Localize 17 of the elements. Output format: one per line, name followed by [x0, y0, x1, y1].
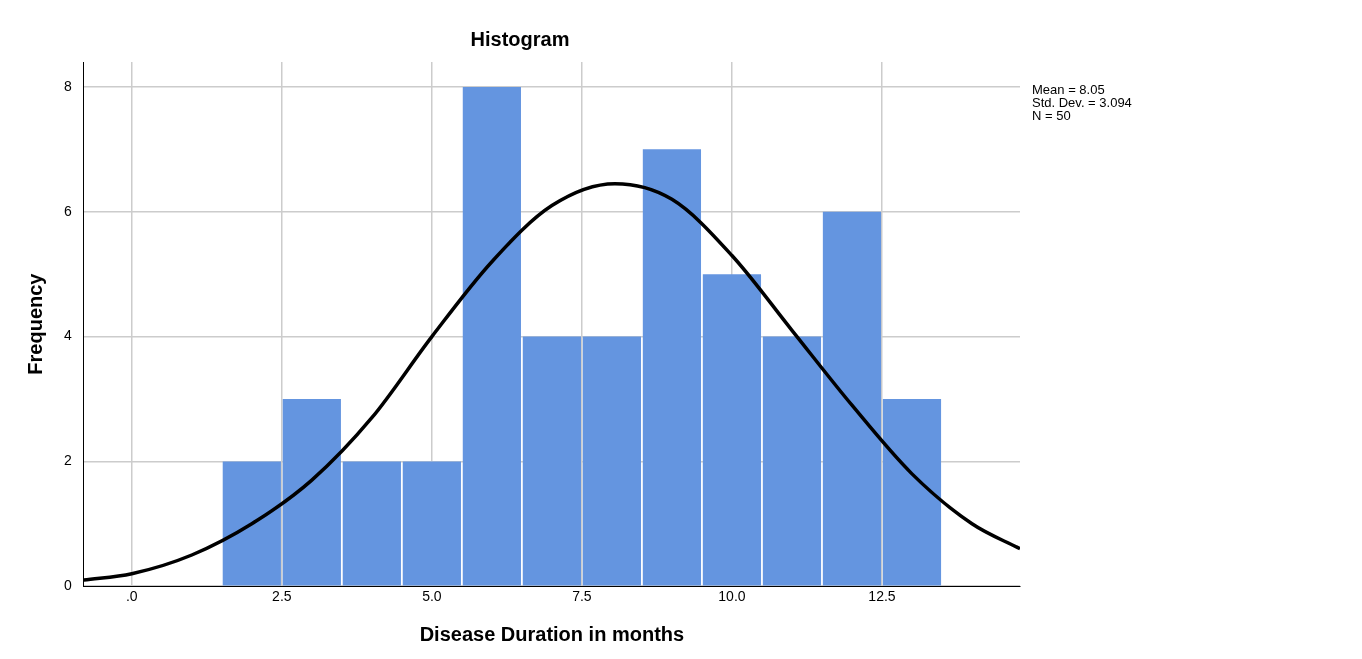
text: Std. Dev. = 3.094 [1032, 95, 1132, 111]
x-tick-label: 10.0 [718, 588, 746, 605]
x-tick-label: 7.5 [572, 588, 592, 605]
y-axis-title: Frequency [23, 272, 46, 375]
text: N = 50 [1032, 108, 1071, 124]
x-axis-title: Disease Duration in months [419, 622, 685, 645]
y-tick-label: 2 [63, 452, 72, 469]
y-tick-label: 6 [63, 202, 72, 219]
text: Mean = 8.05 [1032, 82, 1105, 98]
chart-title: Histogram [470, 27, 570, 50]
x-tick-label: 12.5 [868, 588, 896, 605]
x-tick-label: .0 [125, 588, 138, 605]
y-tick-label: 4 [63, 327, 72, 344]
x-tick-label: 5.0 [422, 588, 442, 605]
y-tick-label: 8 [63, 77, 72, 94]
x-tick-label: 2.5 [272, 588, 292, 605]
y-tick-label: 0 [63, 577, 72, 594]
